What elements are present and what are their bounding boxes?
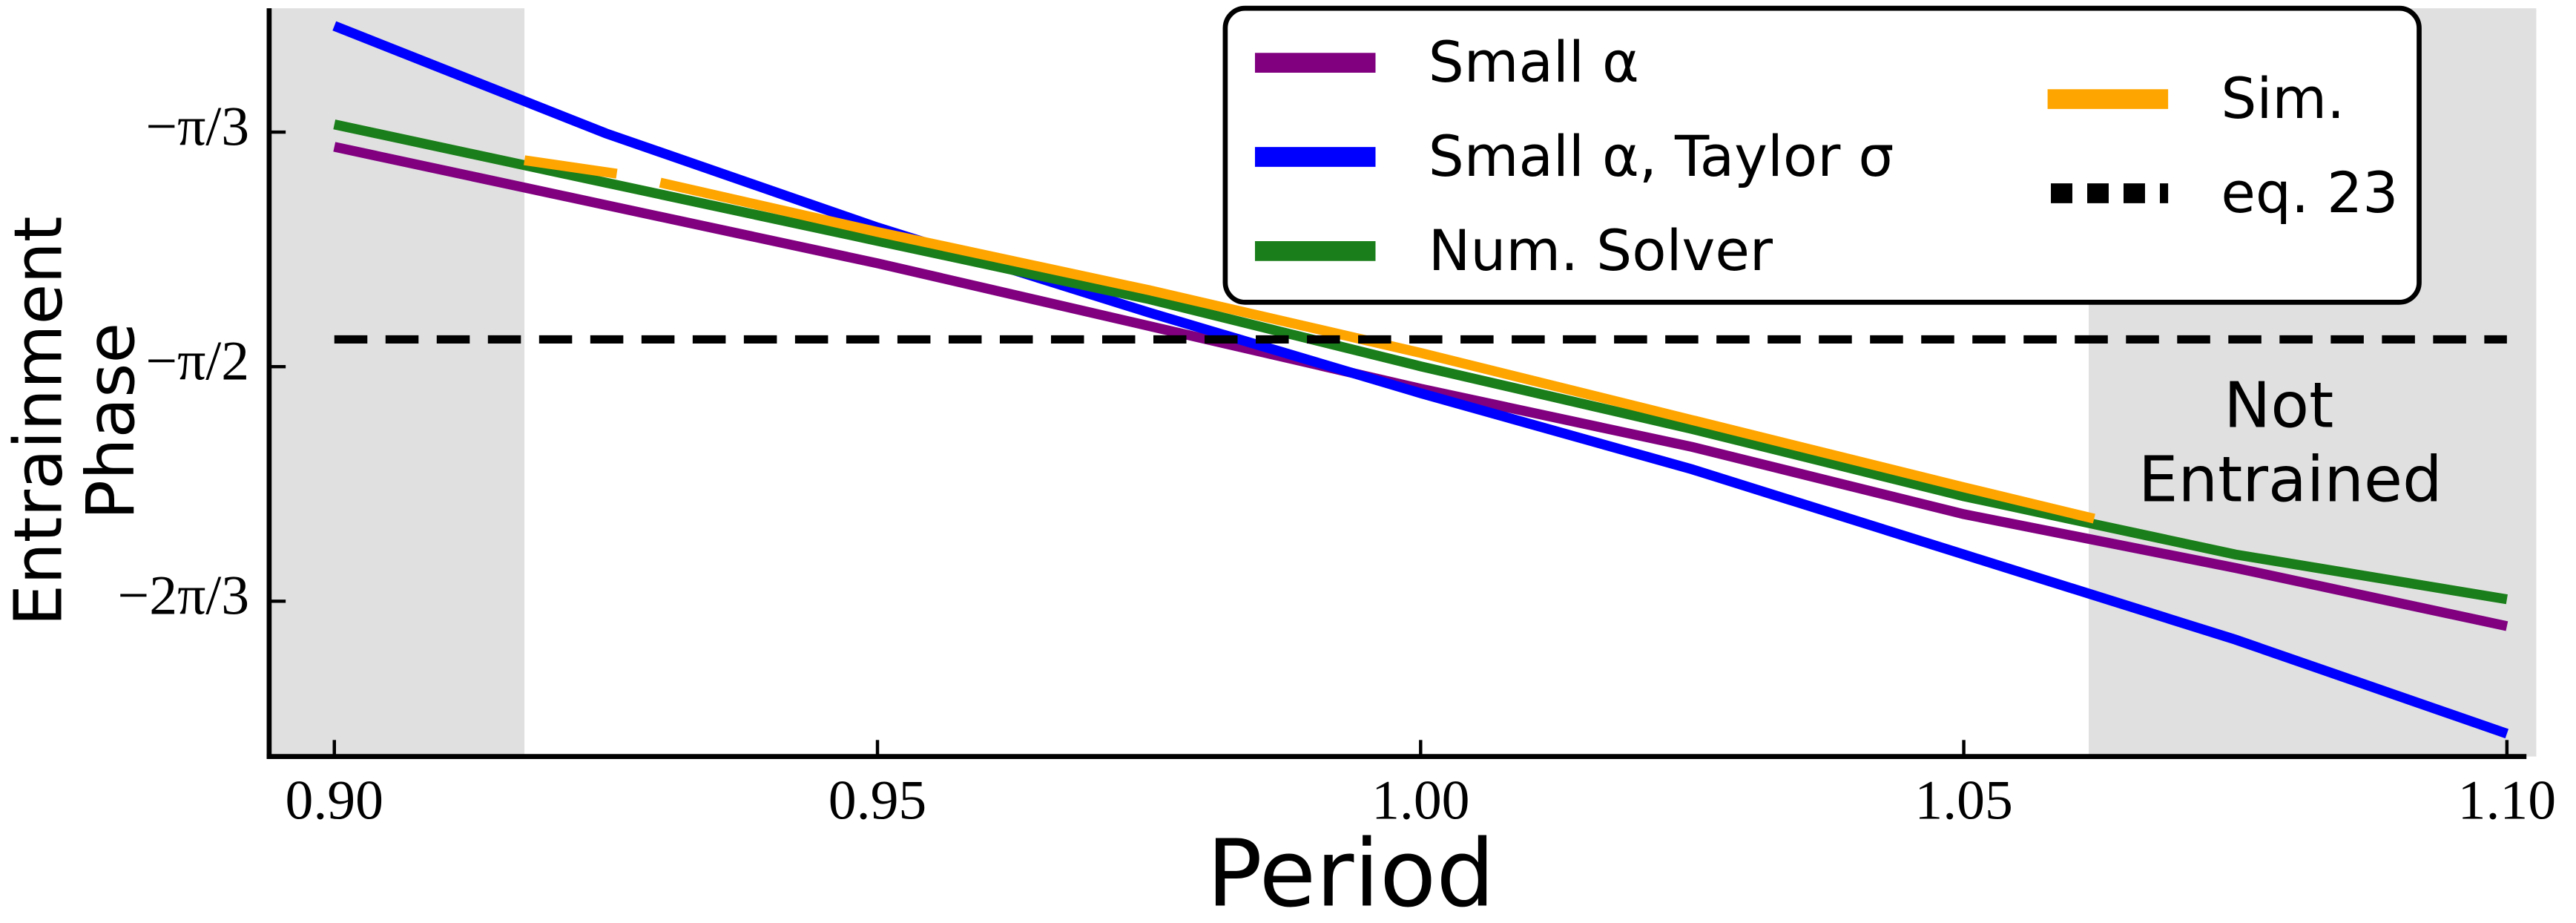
y-tick-label: −π/3: [145, 96, 249, 157]
annotation: Not: [2224, 369, 2333, 442]
x-tick-label: 0.95: [829, 770, 926, 832]
x-axis-label: Period: [1207, 821, 1495, 923]
series-line: [333, 119, 2508, 605]
legend-label: Small α, Taylor σ: [1429, 124, 1894, 189]
shaded-region: [269, 8, 525, 757]
y-axis-label: Entrainment: [0, 216, 76, 626]
legend-label: Sim.: [2221, 66, 2345, 131]
axis-layer: 0.90 0.95 1.00 1.05 1.10 −π/3 −π/2 −2π/3: [118, 96, 2557, 831]
y-axis-label: Phase: [72, 323, 149, 520]
legend-label: Small α: [1429, 30, 1639, 95]
y-tick-label: −2π/3: [118, 565, 250, 627]
x-tick-label: 0.90: [286, 770, 383, 832]
series-line: [332, 21, 2509, 739]
x-tick-label: 1.05: [1914, 770, 2012, 832]
x-tick-label: 1.10: [2458, 770, 2556, 832]
annotation: Entrained: [2138, 443, 2442, 516]
series-line: [524, 155, 2095, 524]
legend-box: [1222, 5, 2422, 305]
lines-layer: [332, 21, 2509, 739]
legend: Small α Small α, Taylor σ Num. Solver Sim. e…: [1222, 5, 2422, 305]
y-tick-label: −π/2: [145, 331, 249, 392]
x-tick-label: 1.00: [1371, 770, 1469, 832]
legend-label: Num. Solver: [1429, 218, 1773, 283]
legend-label: eq. 23: [2221, 160, 2398, 226]
